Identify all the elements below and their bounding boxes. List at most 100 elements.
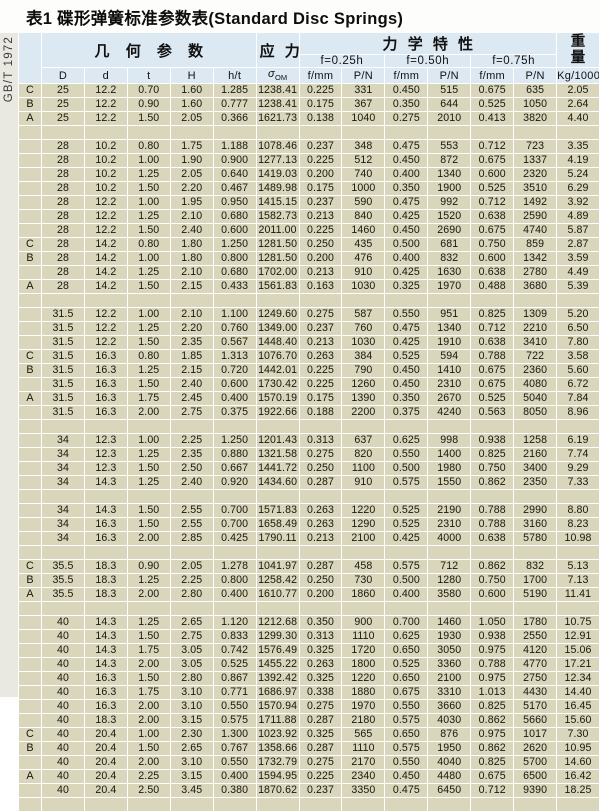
cell-f-mm-0-75h-: 0.638 xyxy=(470,531,515,546)
cell-d: 40 xyxy=(41,713,85,728)
cell--om: 1299.30 xyxy=(256,629,300,644)
cell-p-n-0-25h-: 2170 xyxy=(341,755,386,770)
table-spacer-row xyxy=(19,545,600,560)
cell-p-n-0-75h-: 723 xyxy=(513,139,558,154)
cell-h-t xyxy=(213,797,257,812)
cell--om: 1870.62 xyxy=(256,783,300,798)
cell-f-mm-0-50h- xyxy=(384,489,429,504)
cell-h: 2.10 xyxy=(170,265,214,280)
cell-f-mm-0-75h-: 0.525 xyxy=(470,181,515,196)
cell-d: 35.5 xyxy=(41,587,85,602)
cell-h-t: 0.771 xyxy=(213,685,257,700)
cell-p-n-0-75h-: 6500 xyxy=(513,769,558,784)
cell-kg-1000: 2.05 xyxy=(556,83,600,98)
cell-f-mm-0-25h-: 0.213 xyxy=(299,209,343,224)
cell-p-n-0-50h-: 2010 xyxy=(427,111,472,126)
cell-d: 18.3 xyxy=(84,573,128,588)
cell-f-mm-0-25h- xyxy=(299,601,343,616)
cell-t: 0.90 xyxy=(127,559,171,574)
header-col-f3: f/mm xyxy=(470,67,515,84)
cell--om: 1561.83 xyxy=(256,279,300,294)
cell-d: 28 xyxy=(41,181,85,196)
cell-class xyxy=(19,615,42,630)
cell-h: 2.80 xyxy=(170,671,214,686)
cell-h-t: 0.720 xyxy=(213,363,257,378)
cell-p-n-0-25h-: 2180 xyxy=(341,713,386,728)
cell-t: 1.00 xyxy=(127,153,171,168)
cell-p-n-0-75h-: 5780 xyxy=(513,531,558,546)
cell-d: 14.3 xyxy=(84,503,128,518)
cell-p-n-0-50h-: 4480 xyxy=(427,769,472,784)
cell-d xyxy=(41,545,85,560)
cell-p-n-0-50h-: 1550 xyxy=(427,475,472,490)
cell-class xyxy=(19,545,42,560)
cell-class xyxy=(19,433,42,448)
header-weight-line1: 重 xyxy=(570,33,586,50)
cell-f-mm-0-75h- xyxy=(470,293,515,308)
cell-d: 20.4 xyxy=(84,769,128,784)
cell-p-n-0-75h-: 1700 xyxy=(513,573,558,588)
cell-p-n-0-25h-: 820 xyxy=(341,447,386,462)
cell-f-mm-0-50h-: 0.575 xyxy=(384,713,429,728)
cell-t: 2.00 xyxy=(127,755,171,770)
cell-p-n-0-50h- xyxy=(427,601,472,616)
cell-d: 34 xyxy=(41,517,85,532)
cell-d: 10.2 xyxy=(84,139,128,154)
table-row: 34 12.3 1.50 2.50 0.667 1441.72 0.250 1100 0.500… xyxy=(19,461,600,476)
cell-p-n-0-75h-: 4740 xyxy=(513,223,558,238)
cell-f-mm-0-25h-: 0.225 xyxy=(299,153,343,168)
cell-f-mm-0-50h-: 0.575 xyxy=(384,475,429,490)
cell-t xyxy=(127,125,171,140)
cell-d: 16.3 xyxy=(84,531,128,546)
cell-p-n-0-25h-: 476 xyxy=(341,251,386,266)
cell-f-mm-0-75h-: 0.525 xyxy=(470,97,515,112)
cell-class xyxy=(19,307,42,322)
cell-kg-1000 xyxy=(556,419,600,434)
cell-p-n-0-25h-: 637 xyxy=(341,433,386,448)
cell-kg-1000 xyxy=(556,489,600,504)
cell-p-n-0-25h-: 435 xyxy=(341,237,386,252)
cell-kg-1000: 3.92 xyxy=(556,195,600,210)
table-row: 28 10.2 0.80 1.75 1.188 1078.46 0.237 348 0.475 5… xyxy=(19,139,600,154)
cell-p-n-0-25h-: 2100 xyxy=(341,531,386,546)
cell-p-n-0-25h-: 1860 xyxy=(341,587,386,602)
cell-d: 25 xyxy=(41,111,85,126)
cell-d: 16.3 xyxy=(84,685,128,700)
cell-f-mm-0-75h- xyxy=(470,489,515,504)
cell-h-t: 1.313 xyxy=(213,349,257,364)
cell-d: 18.3 xyxy=(84,559,128,574)
cell-kg-1000: 3.58 xyxy=(556,349,600,364)
cell-f-mm-0-75h-: 0.675 xyxy=(470,223,515,238)
cell-h: 2.10 xyxy=(170,209,214,224)
cell-d: 34 xyxy=(41,503,85,518)
cell-p-n-0-75h-: 1342 xyxy=(513,251,558,266)
cell-class: A xyxy=(19,391,42,406)
cell-class xyxy=(19,181,42,196)
cell-p-n-0-75h-: 4120 xyxy=(513,643,558,658)
cell-h-t: 0.640 xyxy=(213,167,257,182)
cell-d: 14.2 xyxy=(84,251,128,266)
cell-t: 2.00 xyxy=(127,405,171,420)
cell-f-mm-0-50h-: 0.275 xyxy=(384,111,429,126)
cell-f-mm-0-50h- xyxy=(384,797,429,812)
cell-class xyxy=(19,265,42,280)
cell-f-mm-0-25h- xyxy=(299,545,343,560)
cell-h-t: 0.600 xyxy=(213,223,257,238)
cell-f-mm-0-75h-: 0.862 xyxy=(470,475,515,490)
cell-f-mm-0-25h-: 0.313 xyxy=(299,629,343,644)
header-geometry: 几 何 参 数 xyxy=(41,33,257,68)
cell-p-n-0-25h-: 1390 xyxy=(341,391,386,406)
cell-p-n-0-25h-: 910 xyxy=(341,475,386,490)
cell-d: 28 xyxy=(41,139,85,154)
cell-p-n-0-50h-: 644 xyxy=(427,97,472,112)
cell-d xyxy=(41,797,85,812)
cell-p-n-0-75h-: 722 xyxy=(513,349,558,364)
cell-f-mm-0-25h-: 0.225 xyxy=(299,83,343,98)
cell-h-t: 0.920 xyxy=(213,475,257,490)
cell-h: 2.25 xyxy=(170,433,214,448)
cell-p-n-0-75h-: 832 xyxy=(513,559,558,574)
cell-p-n-0-75h-: 9390 xyxy=(513,783,558,798)
cell-h-t: 0.760 xyxy=(213,321,257,336)
cell-d: 28 xyxy=(41,209,85,224)
cell-p-n-0-50h-: 515 xyxy=(427,83,472,98)
